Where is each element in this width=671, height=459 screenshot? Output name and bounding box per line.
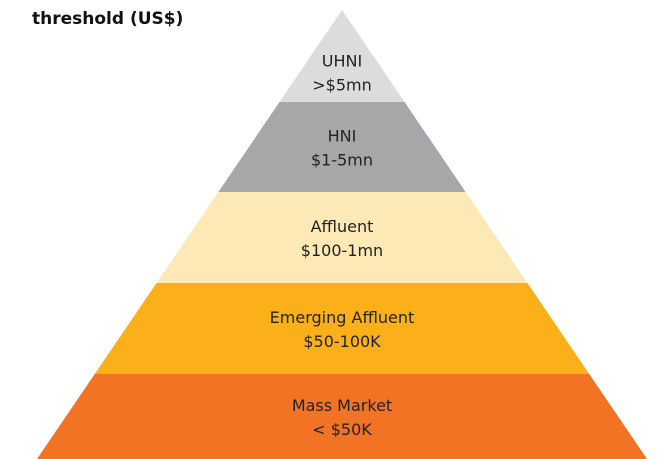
tier-range: $100-1mn (301, 241, 383, 260)
tier-range: $1-5mn (311, 151, 373, 170)
tier-band (218, 102, 466, 192)
title: threshold (US$) (32, 9, 183, 29)
tier-name: Mass Market (292, 396, 392, 415)
tier-name: UHNI (322, 52, 362, 71)
tier-range: $50-100K (303, 332, 381, 351)
tier-band (156, 192, 528, 283)
tier-band (94, 283, 590, 374)
tier-band (37, 374, 647, 459)
tier-name: Emerging Affluent (270, 308, 415, 327)
tier-name: Affluent (311, 217, 374, 236)
tier-band (279, 10, 405, 102)
tier-name: HNI (328, 127, 357, 146)
tier-range: < $50K (312, 420, 372, 439)
tier-range: >$5mn (312, 76, 372, 95)
